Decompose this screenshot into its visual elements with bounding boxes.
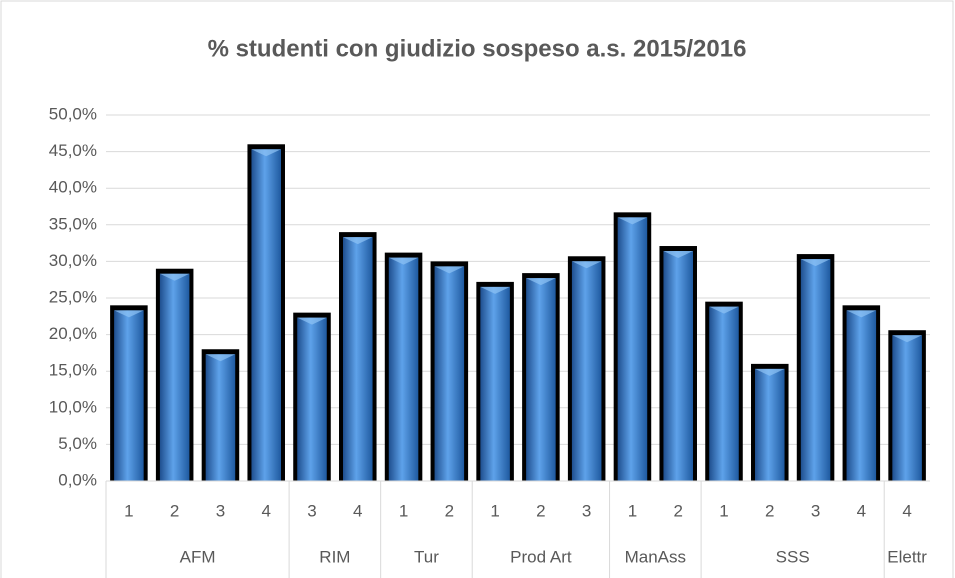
- bar-face: [755, 368, 785, 481]
- bar-face: [343, 237, 373, 481]
- x-tick-label: 2: [765, 501, 774, 520]
- bar-face: [663, 251, 693, 481]
- y-tick-label: 5,0%: [58, 434, 97, 453]
- x-tick-label: 1: [399, 501, 408, 520]
- group-label: AFM: [180, 547, 216, 566]
- bar-bevel: [571, 261, 602, 269]
- group-label: ManAss: [625, 547, 686, 566]
- x-tick-label: 3: [811, 501, 820, 520]
- x-tick-label: 2: [536, 501, 545, 520]
- bar-face: [526, 278, 556, 481]
- x-tick-label: 2: [170, 501, 179, 520]
- bar-bevel: [343, 237, 373, 245]
- y-tick-label: 10,0%: [49, 397, 97, 416]
- x-tick-label: 4: [857, 501, 866, 520]
- bar-face: [205, 354, 236, 481]
- bar-face: [480, 286, 510, 481]
- x-tick-label: 2: [673, 501, 682, 520]
- bar-face: [114, 310, 144, 481]
- bar-bevel: [846, 310, 877, 318]
- bar-face: [434, 266, 465, 481]
- bar-face: [846, 310, 877, 481]
- x-tick-label: 1: [719, 501, 728, 520]
- bar-bevel: [800, 259, 831, 267]
- plot-clip: AFM RIM Tur Prod Art ManAss SSS Elettr: [180, 547, 928, 566]
- x-tick-label: 3: [307, 501, 316, 520]
- bar-face: [617, 217, 648, 481]
- bar-bevel: [892, 335, 922, 343]
- bar-face: [388, 257, 419, 481]
- group-label: SSS: [776, 547, 810, 566]
- bar-bevel: [526, 278, 556, 286]
- bar-bevel: [114, 310, 144, 318]
- x-tick-label: 2: [445, 501, 454, 520]
- bar-bevel: [755, 368, 785, 376]
- bar-face: [297, 317, 327, 481]
- bar-bevel: [663, 251, 693, 259]
- group-label: RIM: [319, 547, 350, 566]
- bar-face: [892, 335, 922, 481]
- y-tick-label: 50,0%: [49, 104, 97, 123]
- bar-bevel: [251, 149, 281, 157]
- y-tick-label: 20,0%: [49, 324, 97, 343]
- bar-face: [251, 149, 281, 481]
- bar-bevel: [434, 266, 465, 274]
- y-tick-label: 30,0%: [49, 251, 97, 270]
- bar-face: [709, 306, 739, 481]
- bar-bevel: [297, 317, 327, 325]
- y-tick-label: 15,0%: [49, 361, 97, 380]
- x-tick-label: 3: [216, 501, 225, 520]
- group-label: Tur: [414, 547, 439, 566]
- y-tick-label: 25,0%: [49, 287, 97, 306]
- bar-face: [159, 273, 190, 481]
- y-tick-label: 0,0%: [58, 470, 97, 489]
- bar-face: [800, 259, 831, 481]
- group-label: Elettr: [887, 547, 927, 566]
- bar-bevel: [388, 257, 419, 265]
- x-tick-label: 1: [628, 501, 637, 520]
- bar-bevel: [709, 306, 739, 314]
- x-tick-label: 4: [261, 501, 270, 520]
- y-tick-label: 40,0%: [49, 178, 97, 197]
- bar-bevel: [617, 217, 648, 225]
- bar-bevel: [159, 273, 190, 281]
- bar-bevel: [205, 354, 236, 362]
- x-tick-label: 4: [902, 501, 911, 520]
- x-tick-label: 4: [353, 501, 362, 520]
- bar-bevel: [480, 286, 510, 294]
- group-label: Prod Art: [510, 547, 572, 566]
- y-tick-label: 45,0%: [49, 141, 97, 160]
- chart-title: % studenti con giudizio sospeso a.s. 201…: [208, 35, 747, 62]
- x-tick-label: 1: [490, 501, 499, 520]
- y-tick-label: 35,0%: [49, 214, 97, 233]
- bar-face: [571, 261, 602, 481]
- x-tick-label: 3: [582, 501, 591, 520]
- x-tick-label: 1: [124, 501, 133, 520]
